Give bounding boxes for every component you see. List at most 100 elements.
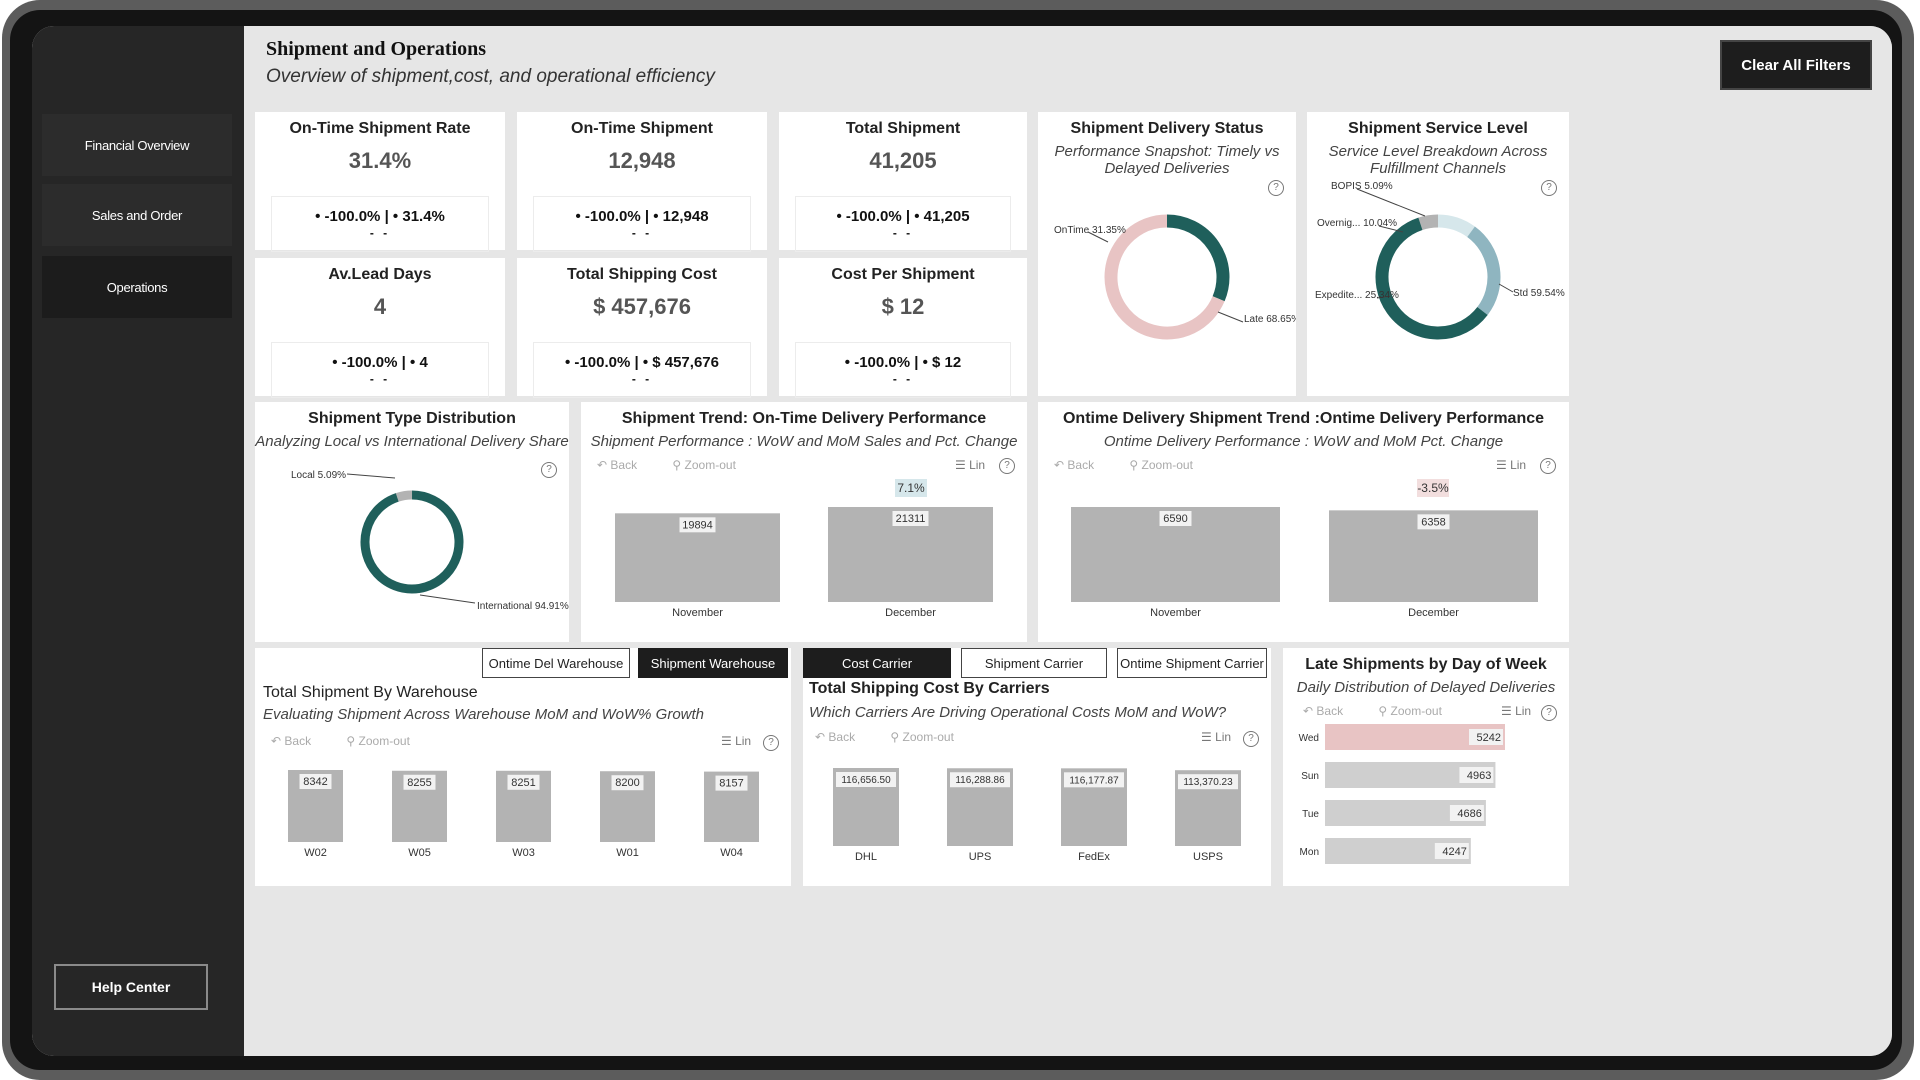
kpi-dash: - - (631, 372, 653, 386)
lin-toggle[interactable]: ☰ Lin (1501, 704, 1532, 718)
page-subtitle: Overview of shipment,cost, and operation… (266, 66, 715, 87)
zoom-out-button[interactable]: ⚲ Zoom-out (890, 730, 954, 744)
pie-slice-expedite[interactable] (1467, 226, 1501, 315)
axis-tick-label: W04 (720, 847, 743, 859)
zoom-out-button[interactable]: ⚲ Zoom-out (672, 458, 736, 472)
change-label: 7.1% (897, 481, 925, 495)
pie-slice-std[interactable] (1375, 217, 1488, 340)
kpi-change-box: • -100.0% | • 4 - - (271, 342, 489, 398)
data-label-bg (1434, 843, 1469, 859)
data-label-bg (715, 775, 748, 791)
chart-title: Ontime Delivery Shipment Trend :Ontime D… (1062, 410, 1545, 427)
axis-tick-label: Sun (1301, 771, 1319, 782)
data-label-bg (507, 774, 540, 790)
axis-tick-label: November (672, 607, 723, 619)
sidebar-item-financial-overview[interactable]: Financial Overview (42, 114, 232, 176)
data-label: 8157 (719, 778, 743, 790)
type-distribution-card: Shipment Type Distribution Analyzing Loc… (255, 402, 569, 642)
tab-shipment-carrier[interactable]: Shipment Carrier (961, 648, 1107, 678)
sidebar-item-operations[interactable]: Operations (42, 256, 232, 318)
pie-slice-local[interactable] (395, 490, 413, 502)
lin-toggle[interactable]: ☰ Lin (1496, 458, 1527, 472)
kpi-change-box: • -100.0% | • 12,948 - - (533, 196, 751, 252)
lin-label: Lin (969, 458, 986, 472)
data-label-bg (299, 774, 332, 789)
sidebar-item-label: Sales and Order (91, 207, 183, 223)
zoom-out-button[interactable]: ⚲ Zoom-out (1129, 458, 1193, 472)
data-label: 8251 (511, 777, 535, 789)
sidebar-item-label: Operations (106, 279, 168, 295)
delivery-status-donut: OnTime 31.35% Late 68.65% (1054, 214, 1296, 340)
change-badge (895, 479, 927, 497)
chart-subtitle: Evaluating Shipment Across Warehouse MoM… (263, 706, 705, 723)
tab-ontime-del-warehouse[interactable]: Ontime Del Warehouse (482, 648, 630, 678)
pie-slice-bopis[interactable] (1418, 214, 1439, 231)
help-icon[interactable]: ? (999, 458, 1015, 474)
help-icon[interactable]: ? (541, 462, 557, 478)
zoom-out-button[interactable]: ⚲ Zoom-out (346, 734, 410, 748)
data-label-bg (1159, 511, 1192, 526)
chart-title: Late Shipments by Day of Week (1305, 656, 1547, 673)
chart-toolbar: ↶ Back ⚲ Zoom-out (597, 458, 768, 472)
kpi-change: • -100.0% | • 12,948 (575, 208, 709, 225)
pie-slice-late[interactable] (1104, 214, 1225, 340)
zoom-out-button[interactable]: ⚲ Zoom-out (1378, 704, 1442, 718)
back-button[interactable]: ↶ Back (1054, 458, 1095, 472)
pie-slice-overnig[interactable] (1437, 214, 1475, 238)
pie-slice-ontime[interactable] (1166, 214, 1230, 302)
kpi-change: • -100.0% | • $ 12 (844, 354, 962, 371)
back-label: Back (1067, 458, 1095, 472)
back-button[interactable]: ↶ Back (1303, 704, 1344, 718)
carriers-card: Cost Carrier Shipment Carrier Ontime Shi… (803, 648, 1271, 886)
data-label: 5242 (1477, 732, 1501, 744)
data-label-bg (1417, 514, 1450, 530)
help-icon[interactable]: ? (1541, 705, 1557, 721)
ontime-trend-card: Ontime Delivery Shipment Trend :Ontime D… (1038, 402, 1569, 642)
data-label: 4686 (1457, 808, 1481, 820)
lin-toggle[interactable]: ☰ Lin (955, 458, 986, 472)
help-icon[interactable]: ? (1243, 731, 1259, 747)
pie-label-bopis: BOPIS 5.09% (1331, 181, 1393, 192)
lin-toggle[interactable]: ☰ Lin (1201, 730, 1232, 744)
help-icon[interactable]: ? (1541, 180, 1557, 196)
axis-tick-label: UPS (969, 851, 992, 863)
help-icon[interactable]: ? (1540, 458, 1556, 474)
chart-title: Total Shipment By Warehouse (263, 684, 478, 701)
axis-tick-label: W03 (512, 847, 535, 859)
axis-tick-label: December (1408, 607, 1459, 619)
pie-slice-international[interactable] (360, 490, 464, 594)
tab-ontime-shipment-carrier[interactable]: Ontime Shipment Carrier (1117, 648, 1267, 678)
axis-tick-label: Tue (1302, 809, 1319, 820)
page-title: Shipment and Operations (266, 38, 487, 60)
data-label-bg (892, 511, 929, 526)
data-label: 6590 (1163, 513, 1187, 525)
data-label: 8342 (303, 776, 327, 788)
help-icon[interactable]: ? (763, 735, 779, 751)
data-label-bg (1459, 767, 1494, 783)
data-label-bg (403, 774, 436, 790)
kpi-card-lead-days: Av.Lead Days 4 • -100.0% | • 4 - - (255, 258, 505, 398)
axis-tick-label: November (1150, 607, 1201, 619)
help-center-button[interactable]: Help Center (54, 964, 208, 1010)
back-button[interactable]: ↶ Back (597, 458, 638, 472)
axis-tick-label: DHL (855, 851, 877, 863)
chart-subtitle: Performance Snapshot: Timely vs Delayed … (1054, 143, 1280, 177)
data-label-bg (1469, 729, 1503, 745)
data-label-bg (1064, 772, 1124, 788)
axis-tick-label: December (885, 607, 936, 619)
carriers-chart: 116,656.50 DHL 116,288.86 UPS 116,177.87 FedE… (833, 768, 1241, 863)
help-icon[interactable]: ? (1268, 180, 1284, 196)
back-button[interactable]: ↶ Back (271, 734, 312, 748)
kpi-value: 31.4% (348, 148, 412, 173)
clear-all-filters-button[interactable]: Clear All Filters (1720, 40, 1872, 90)
data-label: 19894 (682, 519, 713, 531)
zoom-out-label: Zoom-out (1390, 704, 1442, 718)
lin-toggle[interactable]: ☰ Lin (721, 734, 752, 748)
axis-tick-label: W02 (304, 847, 327, 859)
tab-shipment-warehouse[interactable]: Shipment Warehouse (638, 648, 788, 678)
warehouse-card: Ontime Del Warehouse Shipment Warehouse … (255, 648, 791, 886)
back-button[interactable]: ↶ Back (815, 730, 856, 744)
back-label: Back (610, 458, 638, 472)
tab-cost-carrier[interactable]: Cost Carrier (803, 648, 951, 678)
sidebar-item-sales-and-order[interactable]: Sales and Order (42, 184, 232, 246)
